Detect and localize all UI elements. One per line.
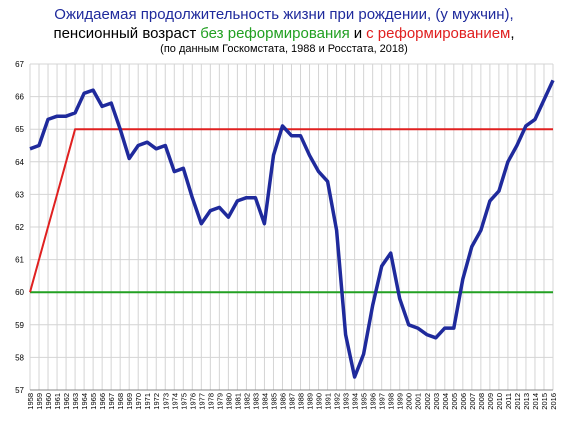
x-tick-label: 1958	[26, 393, 35, 410]
x-tick-label: 1961	[53, 393, 62, 410]
subtitle-part: с реформированием	[366, 25, 510, 42]
x-tick-label: 1968	[116, 393, 125, 410]
x-tick-label: 1962	[62, 393, 71, 410]
x-tick-label: 1988	[297, 393, 306, 410]
x-tick-label: 2000	[405, 393, 414, 410]
x-tick-label: 2013	[522, 393, 531, 410]
x-tick-label: 2012	[513, 393, 522, 410]
x-tick-label: 1990	[315, 393, 324, 410]
x-tick-label: 2015	[540, 393, 549, 410]
x-tick-label: 1963	[71, 393, 80, 410]
x-tick-label: 1997	[378, 393, 387, 410]
subtitle-part: и	[354, 25, 362, 42]
chart-note: (по данным Госкомстата, 1988 и Росстата,…	[160, 43, 408, 55]
x-tick-label: 1972	[152, 393, 161, 410]
x-tick-label: 2004	[441, 393, 450, 410]
y-tick-label: 58	[15, 353, 24, 362]
x-tick-label: 1967	[107, 393, 116, 410]
x-tick-label: 1966	[98, 393, 107, 410]
x-tick-label: 1976	[188, 393, 197, 410]
y-tick-label: 67	[15, 60, 24, 69]
y-tick-label: 63	[15, 190, 24, 199]
x-tick-label: 1986	[278, 393, 287, 410]
series-line	[29, 128, 553, 293]
x-tick-label: 1998	[387, 393, 396, 410]
x-tick-label: 1969	[125, 393, 134, 410]
x-tick-label: 2014	[531, 393, 540, 410]
chart-subtitle: пенсионный возраст без реформирования и с р…	[53, 25, 514, 42]
series-line	[29, 79, 555, 379]
subtitle-part: ,	[510, 25, 514, 42]
x-tick-label: 1995	[360, 393, 369, 410]
y-tick-label: 65	[15, 125, 24, 134]
x-tick-label: 1994	[351, 393, 360, 410]
subtitle-part: без реформирования	[200, 25, 350, 42]
x-tick-label: 1981	[233, 393, 242, 410]
x-tick-label: 1999	[396, 393, 405, 410]
x-tick-label: 1992	[333, 393, 342, 410]
x-tick-label: 1982	[242, 393, 251, 410]
x-tick-label: 1959	[35, 393, 44, 410]
x-tick-label: 1965	[89, 393, 98, 410]
y-tick-label: 59	[15, 321, 24, 330]
x-tick-label: 2007	[468, 393, 477, 410]
x-tick-label: 1960	[44, 393, 53, 410]
x-tick-label: 2010	[495, 393, 504, 410]
x-tick-label: 1970	[134, 393, 143, 410]
x-tick-label: 2005	[450, 393, 459, 410]
x-tick-label: 1979	[215, 393, 224, 410]
x-tick-label: 1996	[369, 393, 378, 410]
x-tick-label: 1977	[197, 393, 206, 410]
y-tick-label: 61	[15, 256, 24, 265]
x-tick-label: 1993	[342, 393, 351, 410]
y-tick-label: 64	[15, 158, 24, 167]
x-tick-label: 2008	[477, 393, 486, 410]
x-tick-label: 2003	[432, 393, 441, 410]
x-tick-label: 1971	[143, 393, 152, 410]
x-tick-label: 2009	[486, 393, 495, 410]
x-tick-label: 1983	[251, 393, 260, 410]
x-tick-label: 1989	[306, 393, 315, 410]
subtitle-part: пенсионный возраст	[53, 25, 196, 42]
x-tick-label: 1980	[224, 393, 233, 410]
y-tick-label: 60	[15, 288, 24, 297]
y-tick-label: 66	[15, 93, 24, 102]
x-tick-label: 2011	[504, 393, 513, 409]
x-tick-label: 1964	[80, 393, 89, 410]
chart-title: Ожидаемая продолжительность жизни при ро…	[54, 6, 513, 23]
y-tick-label: 57	[15, 386, 24, 395]
x-tick-label: 1973	[161, 393, 170, 410]
x-tick-label: 2001	[414, 393, 423, 410]
x-tick-label: 1974	[170, 393, 179, 410]
x-tick-label: 1984	[260, 393, 269, 410]
x-tick-label: 1978	[206, 393, 215, 410]
x-tick-label: 1991	[324, 393, 333, 410]
y-tick-label: 62	[15, 223, 24, 232]
x-tick-label: 2016	[549, 393, 558, 410]
x-tick-label: 1985	[269, 393, 278, 410]
x-tick-label: 2006	[459, 393, 468, 410]
x-tick-label: 1975	[179, 393, 188, 410]
x-tick-label: 1987	[288, 393, 297, 410]
x-tick-label: 2002	[423, 393, 432, 410]
